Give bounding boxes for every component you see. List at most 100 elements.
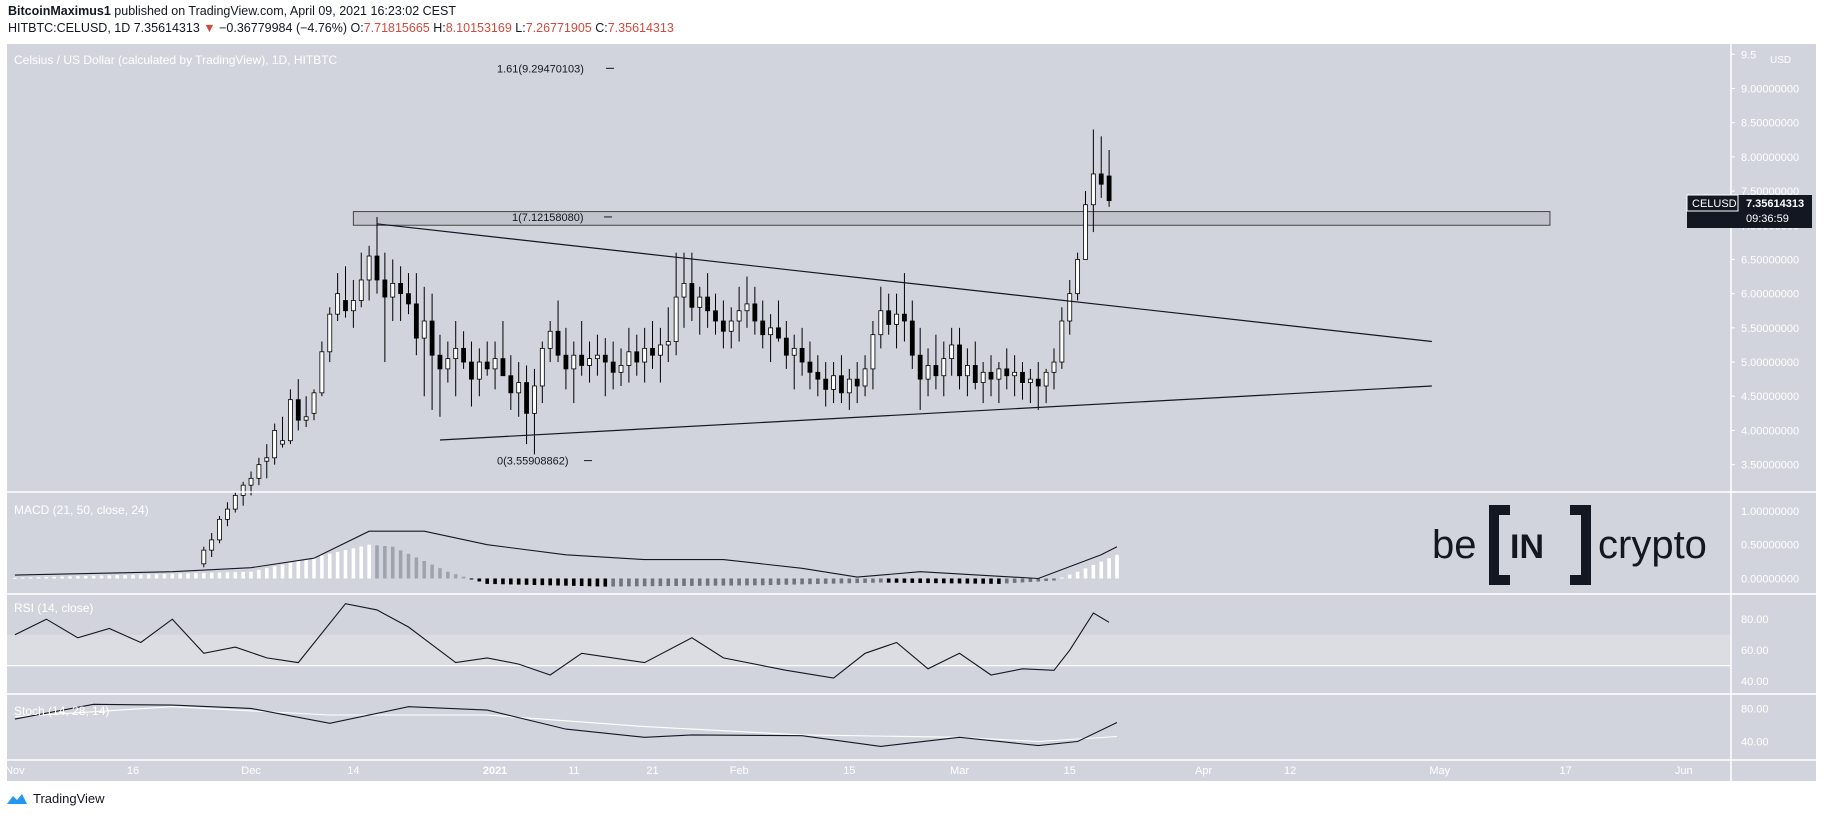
candle-down[interactable] — [413, 273, 419, 356]
candle-down[interactable] — [500, 321, 506, 377]
candle-down[interactable] — [461, 331, 466, 369]
fib-level-label[interactable]: 1(7.12158080) — [512, 212, 584, 224]
candle-down[interactable] — [886, 293, 892, 335]
candle-up[interactable] — [618, 348, 624, 386]
candle-down[interactable] — [705, 273, 711, 328]
candle-down[interactable] — [823, 362, 829, 407]
candle-up[interactable] — [768, 314, 773, 363]
candle-down[interactable] — [382, 252, 388, 363]
candle-up[interactable] — [744, 276, 750, 328]
candle-up[interactable] — [532, 368, 537, 455]
candle-up[interactable] — [587, 341, 592, 383]
candle-down[interactable] — [909, 300, 915, 369]
candle-up[interactable] — [1027, 368, 1033, 404]
candle-down[interactable] — [1098, 136, 1104, 198]
candle-up[interactable] — [673, 252, 679, 356]
candle-up[interactable] — [831, 362, 836, 404]
candle-up[interactable] — [280, 416, 285, 448]
candle-down[interactable] — [484, 341, 490, 376]
candle-down[interactable] — [508, 355, 514, 410]
candle-up[interactable] — [1051, 348, 1057, 390]
fib-level-label[interactable]: 0(3.55908862) — [497, 456, 569, 468]
candle-up[interactable] — [217, 515, 222, 544]
candle-down[interactable] — [343, 266, 348, 318]
candle-up[interactable] — [272, 423, 278, 465]
candle-down[interactable] — [610, 341, 616, 390]
candle-up[interactable] — [642, 327, 648, 383]
candle-up[interactable] — [657, 327, 663, 383]
candle-up[interactable] — [303, 396, 309, 428]
candle-up[interactable] — [287, 389, 293, 445]
candle-down[interactable] — [437, 334, 443, 417]
candle-down[interactable] — [720, 300, 726, 349]
candle-down[interactable] — [988, 355, 994, 397]
candle-up[interactable] — [878, 286, 884, 349]
candle-up[interactable] — [350, 279, 356, 328]
candle-up[interactable] — [476, 348, 482, 397]
candle-down[interactable] — [807, 341, 813, 390]
candle-up[interactable] — [335, 273, 341, 322]
candle-down[interactable] — [1106, 150, 1112, 207]
candle-up[interactable] — [516, 362, 522, 417]
candle-up[interactable] — [311, 389, 317, 421]
candle-down[interactable] — [374, 217, 380, 294]
candle-up[interactable] — [736, 286, 742, 342]
candle-up[interactable] — [201, 546, 207, 568]
candle-up[interactable] — [547, 321, 553, 363]
fib-level-label[interactable]: 1.61(9.29470103) — [497, 63, 584, 75]
candle-down[interactable] — [602, 338, 608, 397]
candle-down[interactable] — [783, 321, 789, 369]
rsi-line[interactable] — [14, 603, 1110, 679]
candle-up[interactable] — [492, 341, 498, 390]
candle-down[interactable] — [563, 327, 569, 390]
candle-up[interactable] — [941, 341, 947, 397]
candle-down[interactable] — [634, 334, 640, 376]
candle-down[interactable] — [579, 321, 585, 376]
trendline-ascending[interactable] — [439, 385, 1432, 441]
candle-up[interactable] — [949, 327, 955, 376]
candle-up[interactable] — [791, 334, 797, 390]
candle-up[interactable] — [996, 362, 1002, 404]
candle-down[interactable] — [902, 273, 907, 342]
candle-up[interactable] — [453, 321, 459, 397]
candle-up[interactable] — [862, 355, 868, 397]
candle-down[interactable] — [776, 300, 781, 342]
candle-up[interactable] — [256, 457, 262, 486]
candle-up[interactable] — [965, 348, 970, 397]
candle-down[interactable] — [398, 266, 404, 322]
candle-up[interactable] — [870, 321, 876, 390]
candle-up[interactable] — [421, 286, 427, 397]
macd-line[interactable] — [14, 530, 1118, 580]
candle-down[interactable] — [429, 293, 435, 410]
candle-down[interactable] — [555, 300, 561, 363]
candle-up[interactable] — [327, 307, 333, 363]
trendline-descending[interactable] — [376, 223, 1432, 343]
candle-up[interactable] — [980, 362, 986, 404]
candle-up[interactable] — [539, 341, 545, 404]
candle-up[interactable] — [665, 307, 671, 363]
candle-up[interactable] — [728, 307, 734, 349]
candle-down[interactable] — [972, 341, 978, 390]
candle-down[interactable] — [295, 379, 301, 431]
candle-down[interactable] — [1004, 348, 1010, 390]
resistance-zone[interactable] — [352, 211, 1551, 226]
candle-down[interactable] — [917, 327, 923, 410]
candle-up[interactable] — [240, 481, 246, 506]
candle-up[interactable] — [358, 252, 364, 308]
candle-down[interactable] — [854, 362, 860, 404]
candle-down[interactable] — [839, 355, 844, 404]
candle-down[interactable] — [469, 341, 474, 407]
candle-up[interactable] — [1059, 307, 1065, 369]
candle-up[interactable] — [366, 245, 372, 301]
candle-up[interactable] — [225, 502, 230, 527]
candle-down[interactable] — [1035, 362, 1041, 410]
candle-up[interactable] — [697, 286, 703, 335]
stoch-k-line[interactable] — [14, 703, 1118, 747]
candle-up[interactable] — [319, 341, 325, 397]
candle-up[interactable] — [445, 341, 451, 383]
candle-up[interactable] — [894, 293, 899, 349]
candle-down[interactable] — [815, 355, 821, 397]
candle-up[interactable] — [1043, 368, 1049, 404]
candle-up[interactable] — [1090, 129, 1096, 233]
